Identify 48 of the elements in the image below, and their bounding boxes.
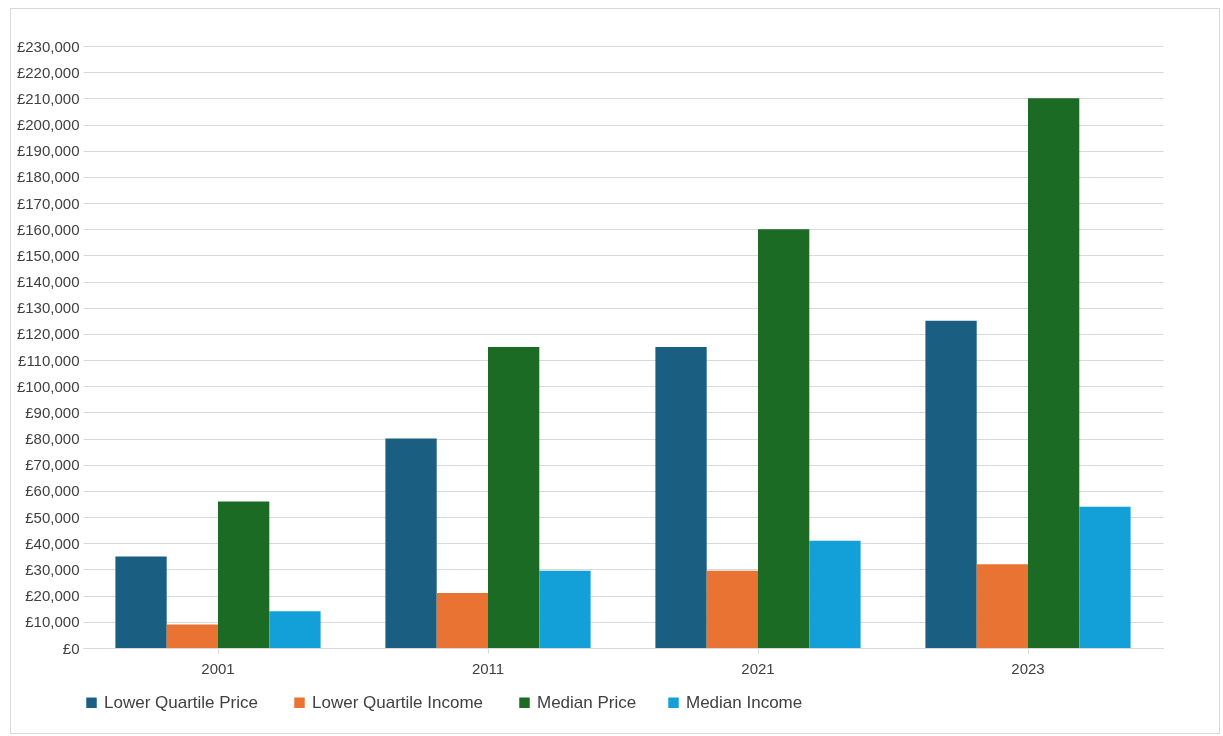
x-tick-label: 2023 [1011, 659, 1045, 677]
y-tick-label: £40,000 [25, 534, 80, 552]
y-tick-label: £30,000 [25, 560, 80, 578]
y-tick-label: £130,000 [16, 299, 80, 317]
y-tick-label: £220,000 [16, 63, 80, 81]
y-tick-label: £230,000 [16, 37, 80, 55]
legend-label: Lower Quartile Income [312, 692, 484, 712]
y-tick-label: £150,000 [16, 246, 80, 264]
y-tick-label: £10,000 [25, 613, 80, 631]
x-tick-label: 2021 [741, 659, 775, 677]
bar [706, 570, 758, 648]
bar [1079, 506, 1131, 648]
x-tick-label: 2001 [201, 659, 235, 677]
bar [488, 347, 540, 648]
y-tick-label: £0 [62, 639, 80, 657]
y-tick-label: £200,000 [16, 116, 80, 134]
y-tick-label: £140,000 [16, 273, 80, 291]
bar [115, 556, 167, 648]
bar [385, 438, 437, 648]
bar [1028, 98, 1080, 648]
bar [809, 540, 861, 648]
x-tick-label: 2011 [471, 659, 505, 677]
bar [539, 570, 591, 648]
y-tick-label: £120,000 [16, 325, 80, 343]
y-tick-label: £70,000 [25, 456, 80, 474]
bar [655, 347, 707, 648]
bar [436, 593, 488, 648]
y-tick-label: £190,000 [16, 142, 80, 160]
legend-label: Median Price [537, 692, 637, 712]
legend-label: Median Income [686, 692, 803, 712]
y-tick-label: £210,000 [16, 89, 80, 107]
y-tick-label: £170,000 [16, 194, 80, 212]
y-tick-label: £50,000 [25, 508, 80, 526]
legend-label: Lower Quartile Price [104, 692, 259, 712]
bar [758, 229, 810, 648]
y-tick-label: £80,000 [25, 430, 80, 448]
bar [269, 611, 321, 648]
bar [166, 624, 218, 648]
y-tick-label: £60,000 [25, 482, 80, 500]
y-tick-label: £100,000 [16, 377, 80, 395]
bar [925, 320, 977, 648]
y-tick-label: £160,000 [16, 220, 80, 238]
y-tick-label: £180,000 [16, 168, 80, 186]
y-tick-label: £20,000 [25, 587, 80, 605]
y-tick-label: £110,000 [18, 351, 80, 369]
bar [976, 564, 1028, 648]
y-tick-label: £90,000 [25, 403, 80, 421]
bar [218, 501, 270, 648]
